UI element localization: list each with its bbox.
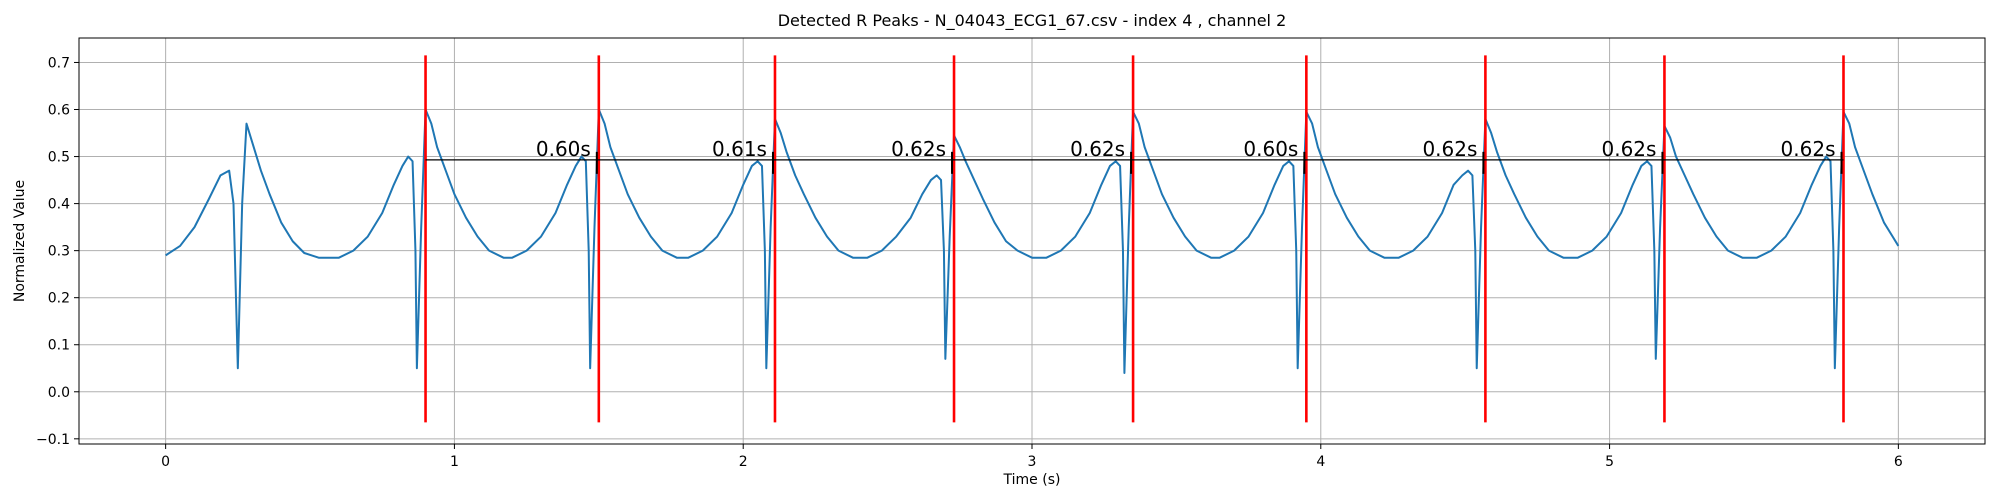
y-tick-label: −0.1 <box>36 432 70 448</box>
y-tick-label: 0.1 <box>48 338 70 354</box>
y-tick-label: 0.3 <box>48 244 70 260</box>
x-tick-label: 2 <box>739 454 748 470</box>
y-tick-label: 0.4 <box>48 197 70 213</box>
x-axis-label: Time (s) <box>1003 472 1061 488</box>
interval-label: 0.62s <box>1070 137 1125 161</box>
interval-label: 0.62s <box>1781 137 1836 161</box>
ecg-line <box>165 108 1900 374</box>
x-tick-label: 4 <box>1316 454 1325 470</box>
interval-label: 0.60s <box>1243 137 1298 161</box>
chart-title: Detected R Peaks - N_04043_ECG1_67.csv -… <box>778 11 1287 31</box>
interval-label: 0.62s <box>1422 137 1477 161</box>
y-tick-label: 0.5 <box>48 150 70 166</box>
y-tick-label: 0.7 <box>48 55 70 71</box>
plot-frame <box>78 37 1986 445</box>
x-tick-label: 0 <box>161 454 170 470</box>
y-tick-label: 0.2 <box>48 291 70 307</box>
x-tick-label: 5 <box>1605 454 1614 470</box>
y-axis-label: Normalized Value <box>12 180 28 302</box>
y-tick-label: 0.0 <box>48 385 70 401</box>
interval-label: 0.60s <box>536 137 591 161</box>
interval-label: 0.61s <box>712 137 767 161</box>
interval-label: 0.62s <box>1601 137 1656 161</box>
y-tick-label: 0.6 <box>48 103 70 119</box>
interval-label: 0.62s <box>891 137 946 161</box>
x-tick-label: 6 <box>1894 454 1903 470</box>
x-tick-label: 3 <box>1028 454 1037 470</box>
x-tick-label: 1 <box>450 454 459 470</box>
